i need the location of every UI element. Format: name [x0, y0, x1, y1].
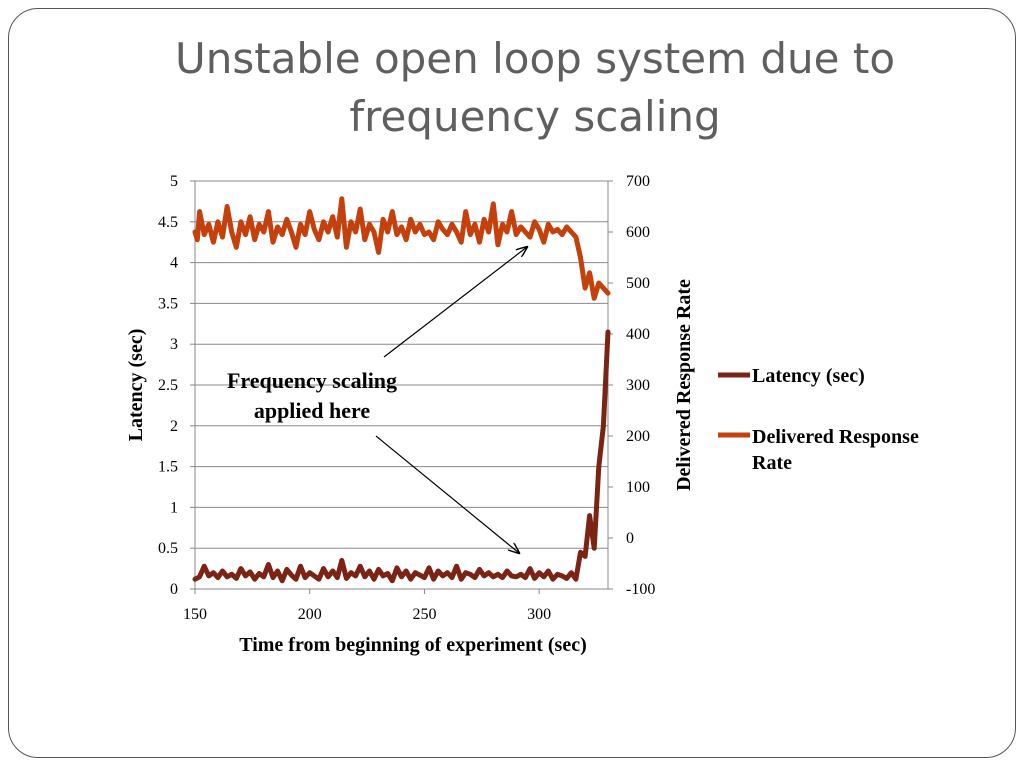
slide-frame	[8, 8, 1016, 758]
y-left-tick-label: 2	[170, 418, 178, 435]
y-left-tick-labels: 0 0.5 1 1.5 2 2.5 3 3.5 4 4.5 5	[158, 173, 195, 598]
y-left-tick-label: 5	[170, 173, 178, 190]
annotation-line2: applied here	[254, 398, 371, 423]
y-right-tick-label: 600	[626, 224, 650, 241]
x-tick-labels: 150 200 250 300	[183, 589, 551, 623]
legend-item-latency[interactable]: Latency (sec)	[718, 365, 865, 387]
series-line-0	[192, 329, 611, 584]
y-left-tick-label: 4	[170, 255, 178, 272]
x-tick-label: 150	[183, 606, 207, 623]
y-right-tick-label: 700	[626, 173, 650, 190]
series-layer	[192, 196, 611, 584]
legend-label-response-rate-line1: Delivered Response	[752, 426, 919, 448]
x-tick-label: 200	[298, 606, 322, 623]
y-right-tick-label: 300	[626, 377, 650, 394]
y-right-tick-label: 100	[626, 479, 650, 496]
x-tick-label: 250	[412, 606, 436, 623]
y-right-tick-label: 200	[626, 428, 650, 445]
y-left-tick-label: 3.5	[158, 295, 178, 312]
legend-label-response-rate: Delivered Response Rate	[752, 426, 924, 474]
annotation: Frequency scaling applied here	[227, 247, 527, 553]
x-axis-title: Time from beginning of experiment (sec)	[239, 634, 587, 656]
annotation-arrow-lower	[375, 435, 519, 553]
y-left-tick-label: 2.5	[158, 377, 178, 394]
legend-label-response-rate-line2: Rate	[752, 452, 792, 474]
gridlines	[195, 180, 608, 549]
slide-title: Unstable open loop system due to frequen…	[130, 30, 940, 146]
y-right-tick-label: 400	[626, 326, 650, 343]
annotation-arrow-upper	[383, 247, 527, 358]
y-left-tick-label: 0.5	[158, 540, 178, 557]
y-left-axis-title: Latency (sec)	[125, 329, 147, 442]
y-right-axis-title: Delivered Response Rate	[673, 279, 695, 491]
y-right-tick-labels: -100 0 100 200 300 400 500 600 700	[608, 173, 655, 598]
y-left-tick-label: 4.5	[158, 214, 178, 231]
x-tick-label: 300	[527, 606, 551, 623]
y-left-tick-label: 0	[170, 581, 178, 598]
annotation-line1: Frequency scaling	[227, 368, 397, 393]
y-left-tick-label: 1.5	[158, 459, 178, 476]
y-right-tick-label: 0	[626, 530, 634, 547]
legend-label-latency: Latency (sec)	[752, 365, 865, 387]
legend: Latency (sec) Delivered Response Rate	[718, 365, 924, 474]
legend-item-response-rate[interactable]: Delivered Response Rate	[718, 426, 924, 474]
y-left-tick-label: 1	[170, 499, 178, 516]
y-right-tick-label: -100	[626, 581, 655, 598]
y-left-tick-label: 3	[170, 336, 178, 353]
series-line-1	[192, 196, 611, 301]
y-right-tick-label: 500	[626, 275, 650, 292]
slide-title-line1: Unstable open loop system due to	[174, 34, 896, 83]
slide-title-line2: frequency scaling	[349, 92, 721, 141]
